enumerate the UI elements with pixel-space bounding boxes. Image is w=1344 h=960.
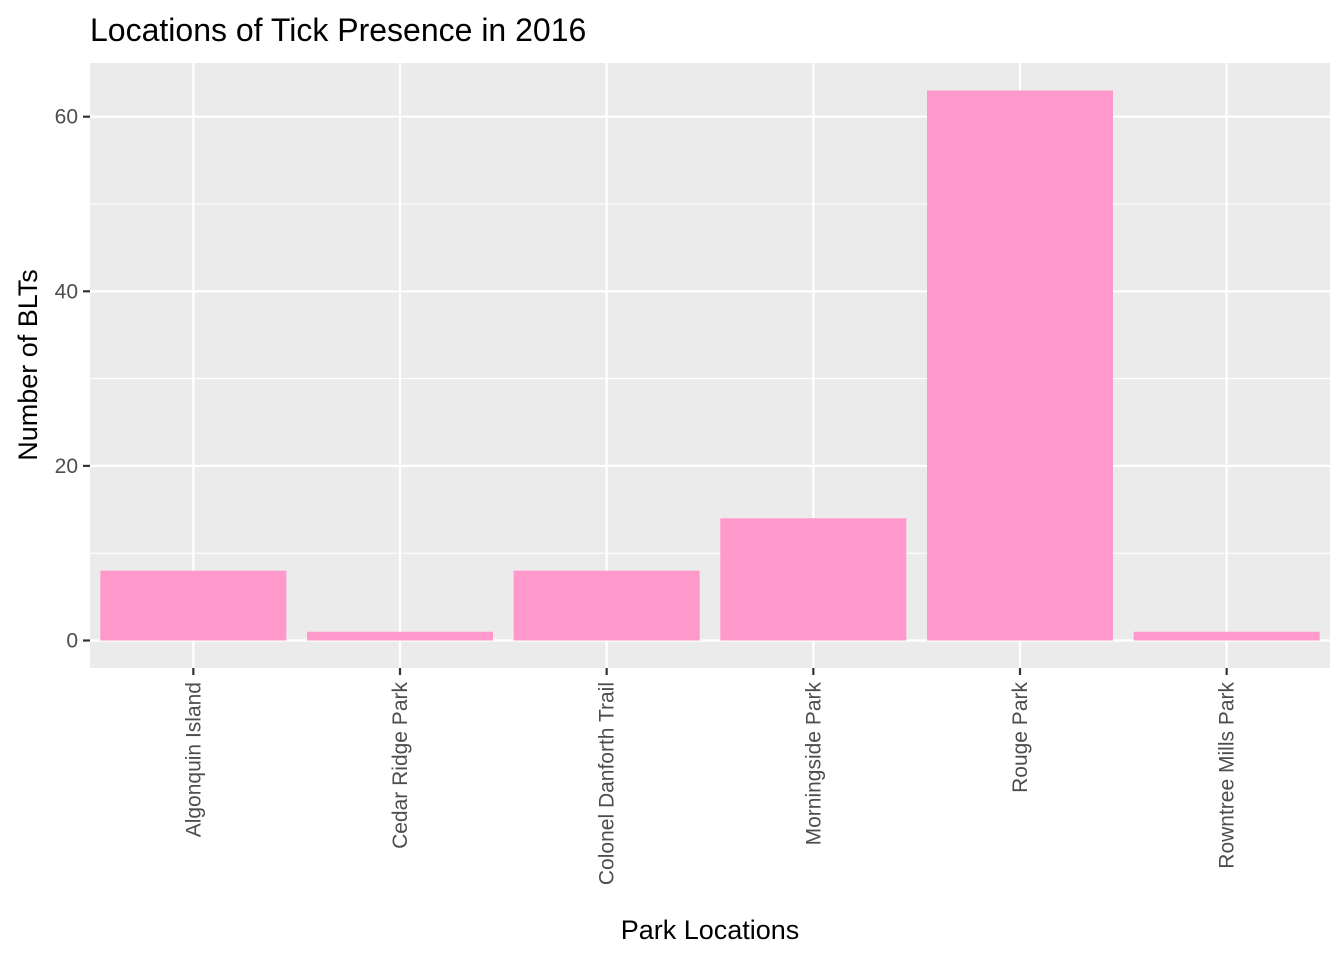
x-tick-label: Cedar Ridge Park [389,682,412,849]
minor-gridlines [90,203,1330,554]
bar [1133,631,1320,641]
bars [100,90,1320,641]
x-tick-label: Colonel Danforth Trail [596,682,619,885]
y-tick-label: 20 [55,455,78,478]
bar [927,90,1113,641]
x-tick-label: Algonquin Island [182,682,205,837]
y-tick-label: 40 [55,280,78,303]
plot-panel [90,63,1330,668]
y-tick-label: 0 [66,630,78,653]
y-axis-title: Number of BLTs [13,269,43,461]
x-tick-label: Morningside Park [802,682,825,846]
bar [100,570,287,641]
chart-title: Locations of Tick Presence in 2016 [90,12,586,48]
bar [513,570,700,641]
y-axis: 0 20 40 60 [55,106,90,653]
bar [720,518,907,641]
bar [307,631,493,641]
x-tick-label: Rowntree Mills Park [1216,682,1239,869]
x-axis-title: Park Locations [621,915,800,945]
x-axis: Algonquin Island Cedar Ridge Park Colonel … [182,668,1239,885]
y-tick-label: 60 [55,106,78,129]
x-tick-label: Rouge Park [1009,682,1032,793]
